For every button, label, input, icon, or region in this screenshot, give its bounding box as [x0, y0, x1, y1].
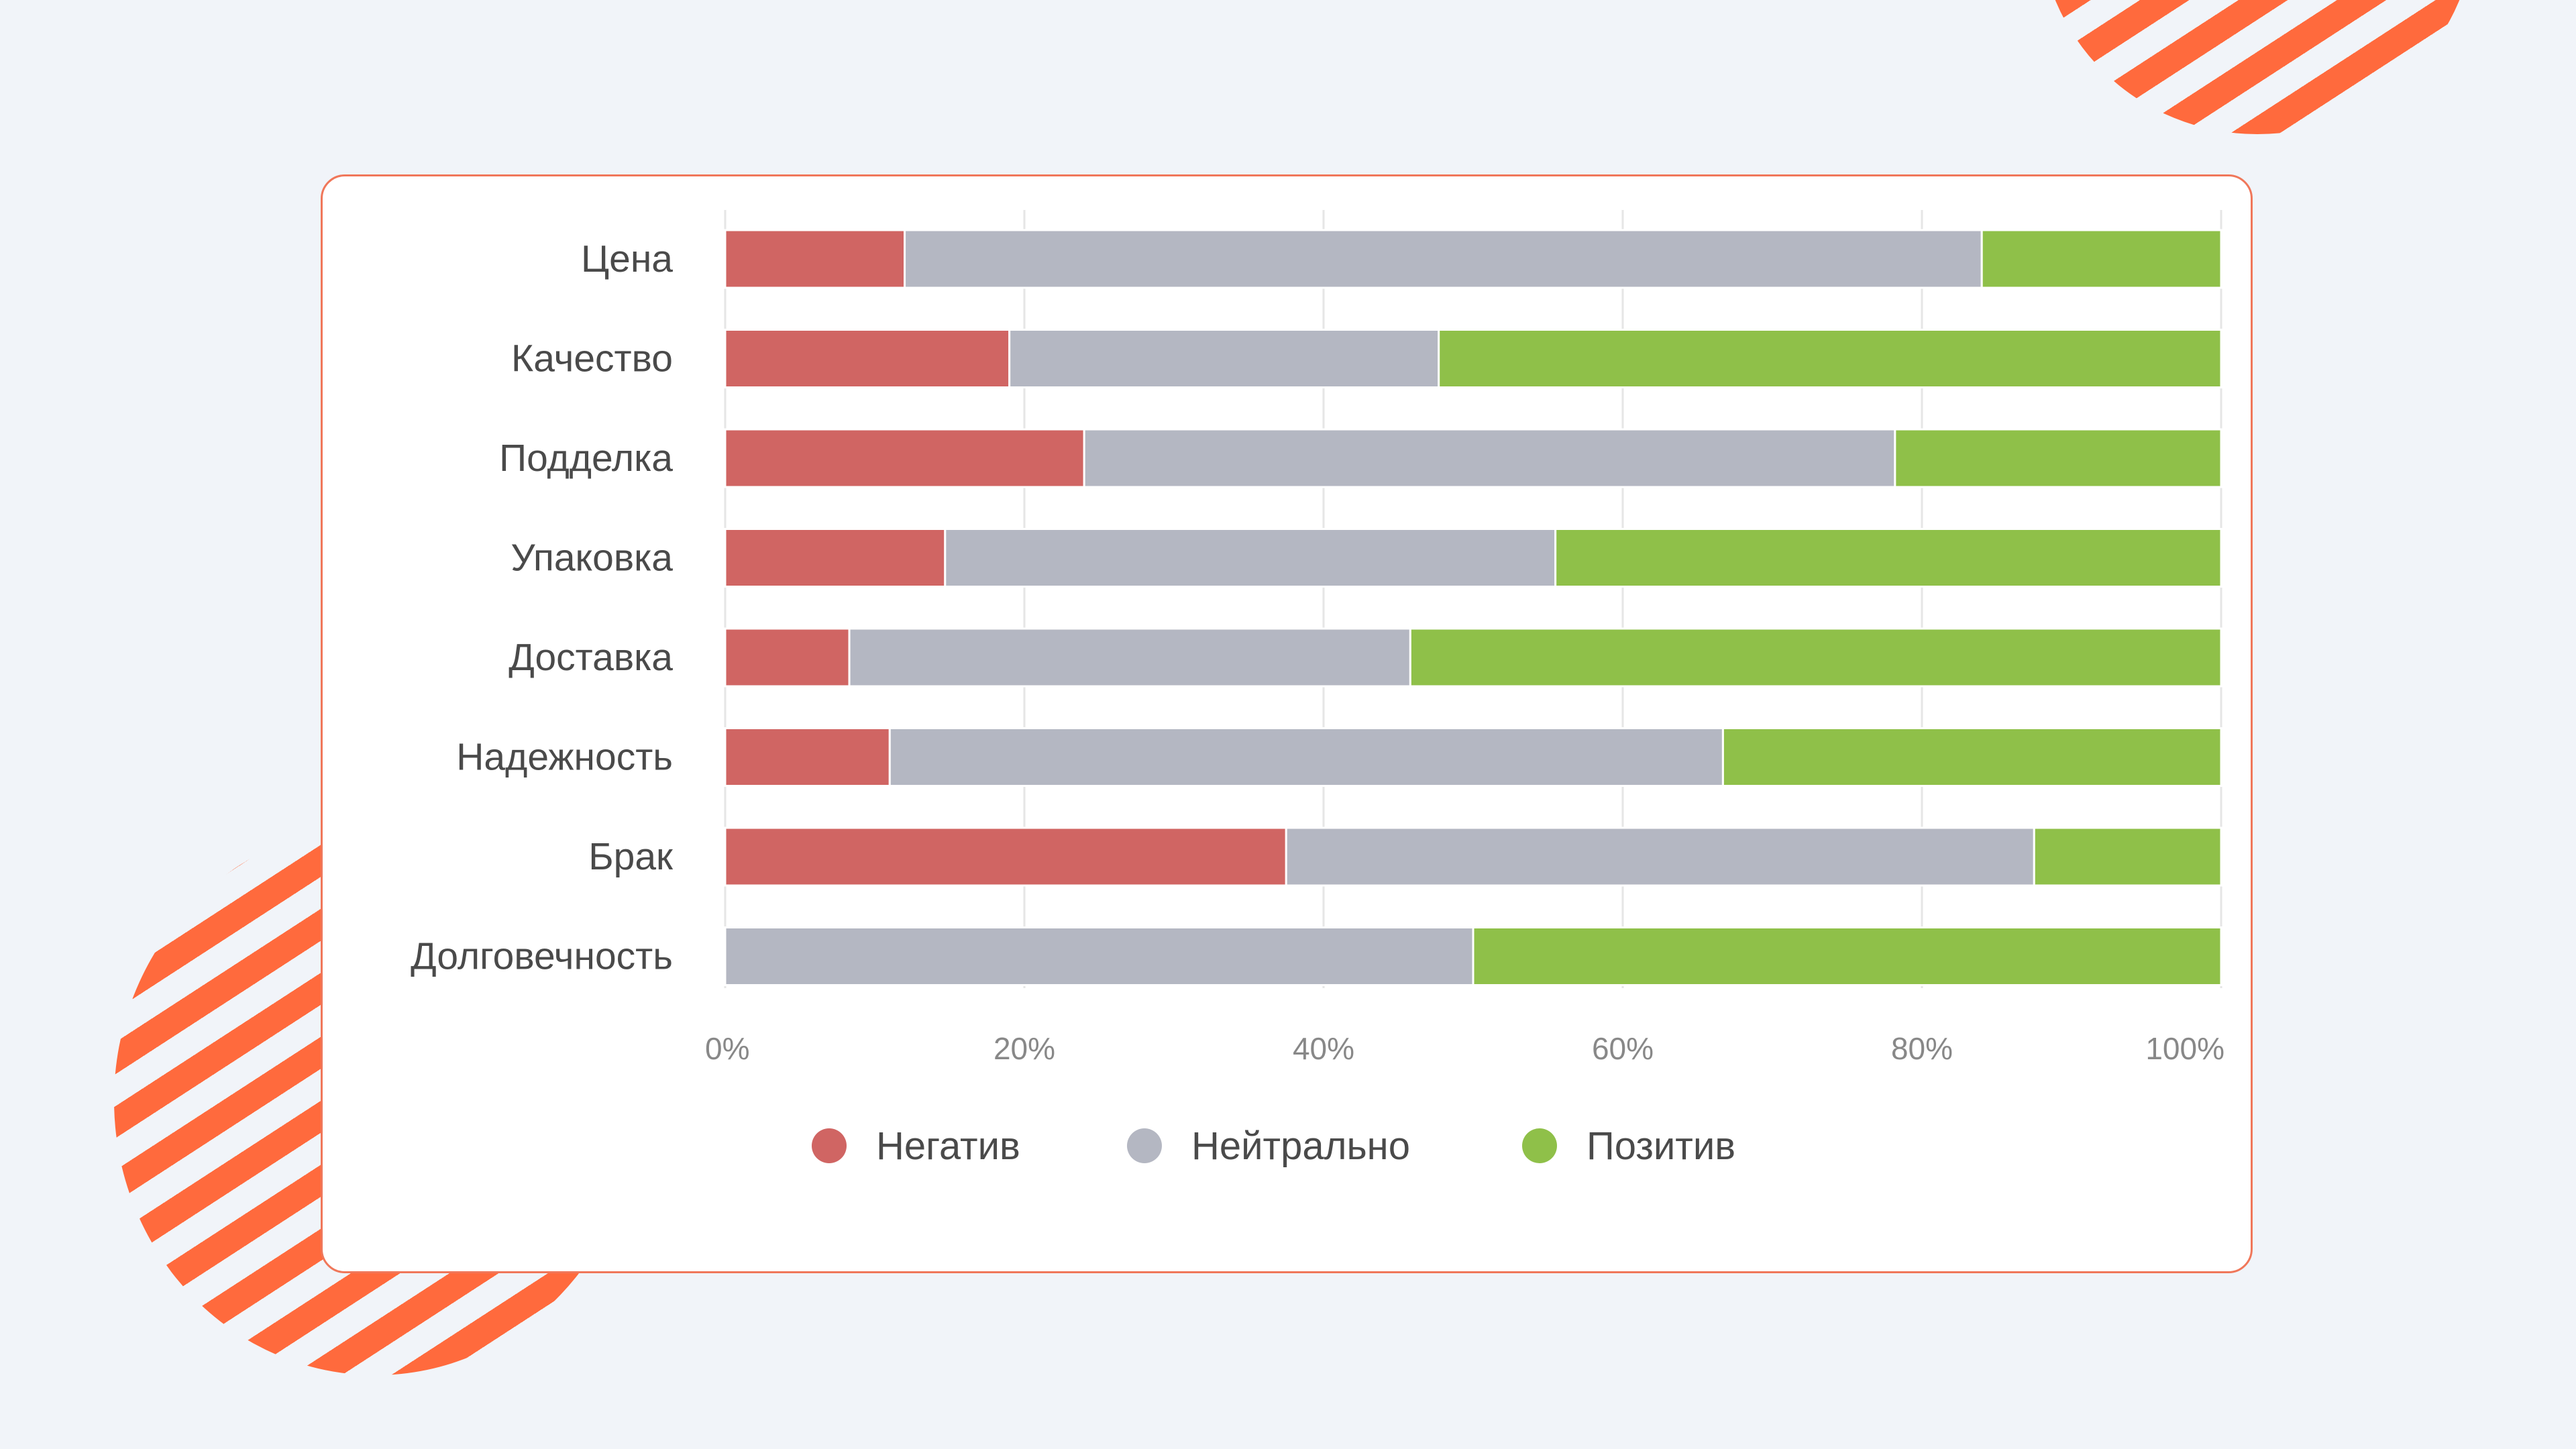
legend-label: Негатив — [876, 1124, 1020, 1168]
bar-segment — [1083, 428, 1896, 488]
bar-segment — [1438, 329, 2222, 388]
bar-segment — [1472, 926, 2222, 986]
x-tick-label: 0% — [705, 1031, 749, 1066]
x-tick-label: 20% — [994, 1031, 1055, 1066]
decorative-striped-circle-top-right — [2039, 0, 2475, 134]
bar-segment — [944, 528, 1557, 588]
legend-label: Позитив — [1587, 1124, 1735, 1168]
legend-label: Нейтрально — [1191, 1124, 1410, 1168]
category-label: Подделка — [499, 437, 673, 480]
category-label: Надежность — [456, 736, 673, 779]
bar-segment — [1409, 627, 2222, 688]
bar-segment — [724, 826, 1287, 887]
bar-segment — [724, 528, 947, 588]
bar-segment — [1285, 826, 2035, 887]
legend-marker — [812, 1128, 847, 1163]
x-tick-label: 40% — [1293, 1031, 1354, 1066]
x-tick-label: 80% — [1891, 1031, 1953, 1066]
chart-card: 0% 20% 40% 60% 80% 100% Цена Качество Подделка Уп… — [321, 174, 2253, 1273]
bar-segment — [2033, 826, 2222, 887]
bar-segment — [1008, 329, 1440, 388]
category-label: Долговечность — [411, 935, 673, 978]
stacked-bar-chart: 0% 20% 40% 60% 80% 100% Цена Качество Подделка Уп… — [411, 210, 2224, 1168]
category-label: Брак — [588, 835, 674, 878]
bar-segment — [724, 329, 1011, 388]
bar-segment — [724, 428, 1085, 488]
bar-segment — [724, 229, 906, 289]
bar-segment — [848, 627, 1411, 688]
bar-segment — [724, 727, 891, 787]
bar-segment — [724, 926, 1474, 986]
bar-segment — [888, 727, 1724, 787]
bar-segment — [1980, 229, 2222, 289]
category-label: Качество — [511, 337, 673, 380]
legend-marker — [1522, 1128, 1557, 1163]
category-label: Упаковка — [511, 537, 673, 580]
category-label: Доставка — [508, 636, 673, 679]
x-tick-label: 60% — [1592, 1031, 1654, 1066]
bar-segment — [1554, 528, 2222, 588]
bar-segment — [904, 229, 1983, 289]
category-label: Цена — [581, 237, 673, 280]
x-tick-label: 100% — [2145, 1031, 2224, 1066]
bar-segment — [1721, 727, 2222, 787]
bar-segment — [724, 627, 851, 688]
bar-segment — [1894, 428, 2222, 488]
legend-marker — [1127, 1128, 1162, 1163]
